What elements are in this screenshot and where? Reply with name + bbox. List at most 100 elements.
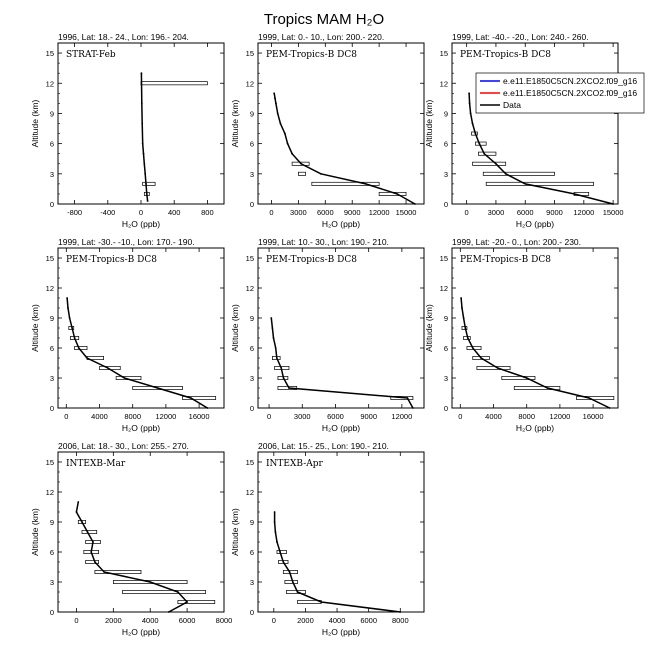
- x-axis-label: H₂O (ppb): [122, 627, 160, 637]
- data-series-line: [460, 297, 611, 409]
- data-point: [286, 142, 289, 145]
- plot-frame: [451, 42, 619, 205]
- data-point: [144, 172, 147, 175]
- error-bar: [94, 570, 142, 574]
- panel-5: 1999, Lat: 10.- 30., Lon: 190.- 210. PEM-…: [230, 237, 425, 433]
- error-bar: [77, 520, 87, 524]
- data-point: [81, 521, 83, 523]
- data-point: [106, 367, 109, 369]
- y-tick-label: 0: [250, 200, 254, 209]
- x-tick-label: 8000: [392, 616, 409, 625]
- error-bar: [472, 161, 507, 166]
- data-point: [469, 112, 472, 115]
- data-point: [588, 397, 590, 399]
- x-tick-label: 4000: [91, 412, 108, 421]
- panel-7: 2006, Lat: 18.- 30., Lon: 255.- 270. INTE…: [30, 441, 232, 637]
- data-point: [320, 601, 323, 603]
- error-bar: [476, 366, 511, 370]
- x-tick-label: 12000: [155, 412, 176, 421]
- data-point: [279, 551, 282, 553]
- data-point: [142, 152, 145, 155]
- mission-label: PEM-Tropics-B DC8: [266, 50, 357, 60]
- x-tick-label: 0: [465, 208, 469, 217]
- y-tick-label: 9: [50, 314, 54, 323]
- panel-1: 1996, Lat: 18.- 24., Lon: 196.- 204. STRA…: [30, 32, 225, 229]
- y-axis-label: Altitude (km): [230, 99, 240, 147]
- data-point: [573, 193, 575, 195]
- data-series-line: [140, 73, 149, 202]
- y-tick-label: 12: [46, 79, 54, 88]
- x-axis-label: H₂O (ppb): [322, 219, 360, 229]
- data-point: [279, 122, 282, 125]
- x-tick-label: 0: [74, 616, 78, 625]
- x-tick-label: 800: [201, 208, 214, 217]
- x-tick-label: 8000: [124, 412, 141, 421]
- x-tick-label: 12000: [369, 208, 390, 217]
- mission-label: PEM-Tropics-B DC8: [266, 255, 357, 265]
- panel-2: 1999, Lat: 0.- 10., Lon: 200.- 220. PEM-T…: [230, 32, 425, 229]
- error-bar: [122, 590, 206, 594]
- x-tick-label: 8000: [216, 616, 233, 625]
- x-tick-label: 6000: [517, 208, 534, 217]
- y-tick-label: 9: [250, 314, 254, 323]
- data-point: [524, 182, 527, 185]
- y-axis-label: Altitude (km): [230, 508, 240, 556]
- x-tick-label: 2000: [105, 616, 122, 625]
- x-tick-label: 9000: [546, 208, 563, 217]
- data-point: [140, 102, 143, 105]
- y-tick-label: 0: [444, 200, 448, 209]
- data-point: [145, 193, 148, 195]
- data-point: [123, 377, 126, 379]
- plot-frame: [257, 247, 425, 409]
- data-point: [274, 531, 277, 533]
- y-tick-label: 0: [50, 200, 54, 209]
- data-point: [284, 132, 286, 135]
- data-point: [176, 591, 179, 593]
- error-bar: [284, 580, 298, 584]
- panels-group: 1996, Lat: 18.- 24., Lon: 196.- 204. STRA…: [30, 32, 624, 637]
- y-tick-label: 6: [250, 140, 254, 149]
- y-tick-label: 3: [444, 170, 448, 179]
- y-tick-label: 12: [246, 488, 254, 497]
- data-point: [68, 317, 71, 319]
- data-point: [274, 97, 276, 100]
- legend-box: [475, 72, 645, 114]
- y-tick-label: 12: [440, 284, 448, 293]
- error-bar: [85, 560, 99, 564]
- y-tick-label: 6: [250, 548, 254, 557]
- data-point: [399, 611, 402, 613]
- y-tick-label: 9: [444, 109, 448, 118]
- y-tick-label: 12: [246, 284, 254, 293]
- data-point: [468, 102, 471, 105]
- error-bar: [286, 590, 306, 594]
- y-tick-label: 15: [46, 254, 54, 263]
- error-bar: [182, 396, 217, 400]
- data-point: [143, 162, 146, 165]
- data-point: [189, 397, 192, 399]
- y-tick-label: 15: [246, 458, 254, 467]
- y-axis-label: Altitude (km): [424, 99, 434, 147]
- data-point: [483, 152, 486, 155]
- panel-4: 1999, Lat: -30.- -10., Lon: 170.- 190. PE…: [30, 237, 225, 433]
- x-tick-label: 15000: [396, 208, 417, 217]
- data-point: [167, 611, 170, 613]
- data-point: [71, 327, 74, 329]
- error-bar: [112, 580, 188, 584]
- x-tick-label: 2000: [297, 616, 314, 625]
- plot-frame: [57, 42, 225, 205]
- data-point: [75, 511, 78, 513]
- error-bar: [177, 600, 216, 604]
- data-point: [140, 72, 143, 75]
- x-axis-label: H₂O (ppb): [122, 219, 160, 229]
- legend: e.e11.E1850C5CN.2XCO2.f09_g16 e.e11.E1850…: [475, 72, 645, 114]
- data-point: [67, 307, 69, 309]
- y-tick-label: 6: [50, 140, 54, 149]
- y-tick-label: 0: [444, 404, 448, 413]
- data-point: [461, 307, 463, 309]
- y-tick-label: 12: [246, 79, 254, 88]
- data-point: [141, 122, 144, 125]
- data-point: [93, 561, 96, 563]
- y-axis-label: Altitude (km): [424, 304, 434, 352]
- x-tick-label: 16000: [189, 412, 210, 421]
